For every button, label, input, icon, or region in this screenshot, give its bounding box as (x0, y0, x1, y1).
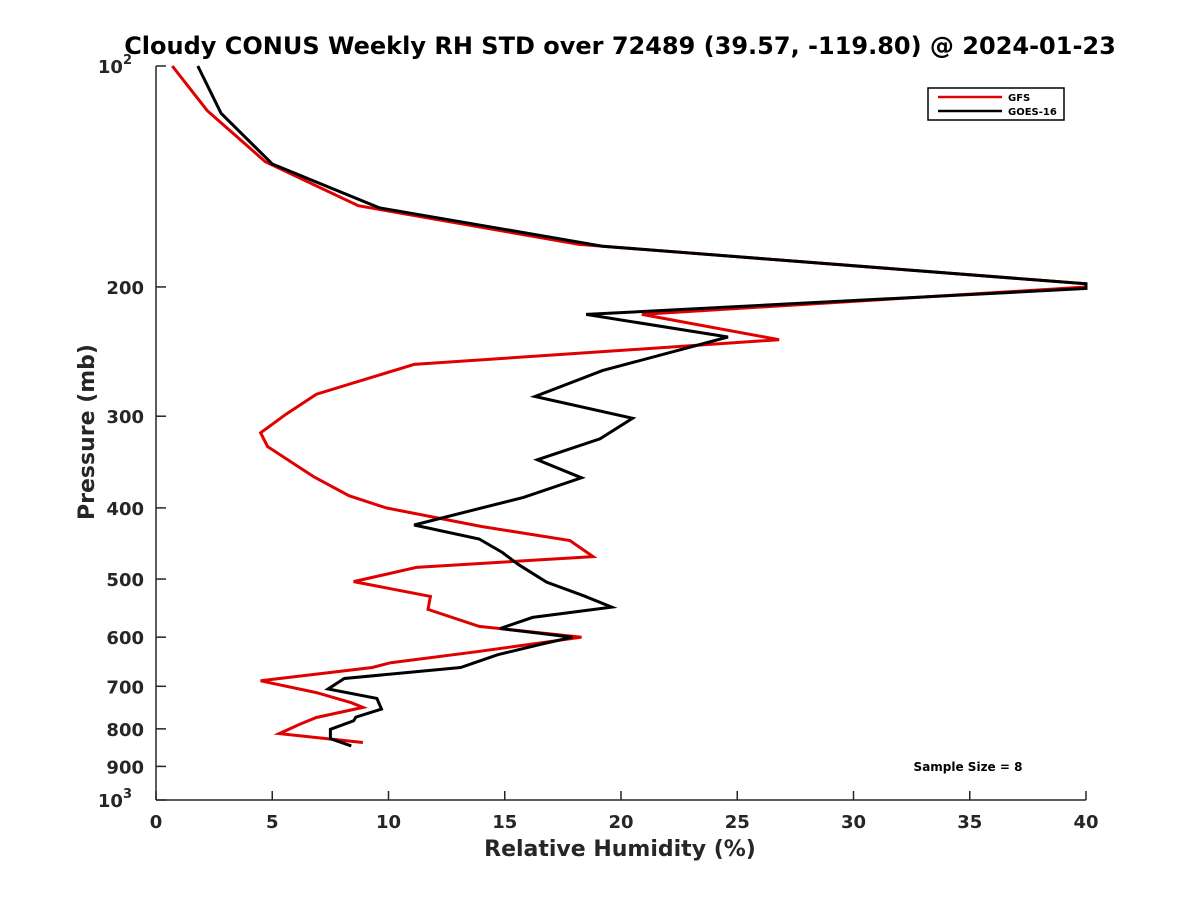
y-tick-label: 200 (106, 278, 144, 299)
y-tick-label: 800 (106, 720, 144, 741)
y-tick-label: 900 (106, 757, 144, 778)
y-tick-label: 700 (106, 677, 144, 698)
x-tick-label: 15 (492, 812, 517, 833)
y-tick-label: 102 (98, 53, 132, 78)
x-tick-label: 25 (725, 812, 750, 833)
chart-title: Cloudy CONUS Weekly RH STD over 72489 (3… (124, 32, 1116, 60)
series-line-gfs (171, 65, 1088, 744)
y-tick-label: 103 (98, 787, 132, 812)
y-tick-label: 600 (106, 628, 144, 649)
y-tick-label: 500 (106, 570, 144, 591)
y-tick-exponent: 3 (123, 787, 132, 802)
x-axis-label: Relative Humidity (%) (484, 837, 756, 862)
legend: GFS GOES-16 (927, 87, 1065, 121)
legend-label-gfs: GFS (1008, 93, 1030, 104)
sample-size-annotation: Sample Size = 8 (914, 760, 1023, 774)
y-tick-label: 300 (106, 407, 144, 428)
x-tick-label: 35 (957, 812, 982, 833)
legend-label-goes-16: GOES-16 (1008, 107, 1057, 118)
series-line-goes-16 (196, 65, 1088, 748)
x-tick-label: 40 (1073, 812, 1098, 833)
y-tick-label: 400 (106, 499, 144, 520)
x-tick-label: 20 (608, 812, 633, 833)
x-tick-label: 0 (150, 812, 163, 833)
x-tick-label: 30 (841, 812, 866, 833)
x-tick-label: 5 (266, 812, 279, 833)
y-tick-exponent: 2 (123, 53, 132, 68)
y-axis-label: Pressure (mb) (75, 344, 100, 520)
x-tick-label: 10 (376, 812, 401, 833)
